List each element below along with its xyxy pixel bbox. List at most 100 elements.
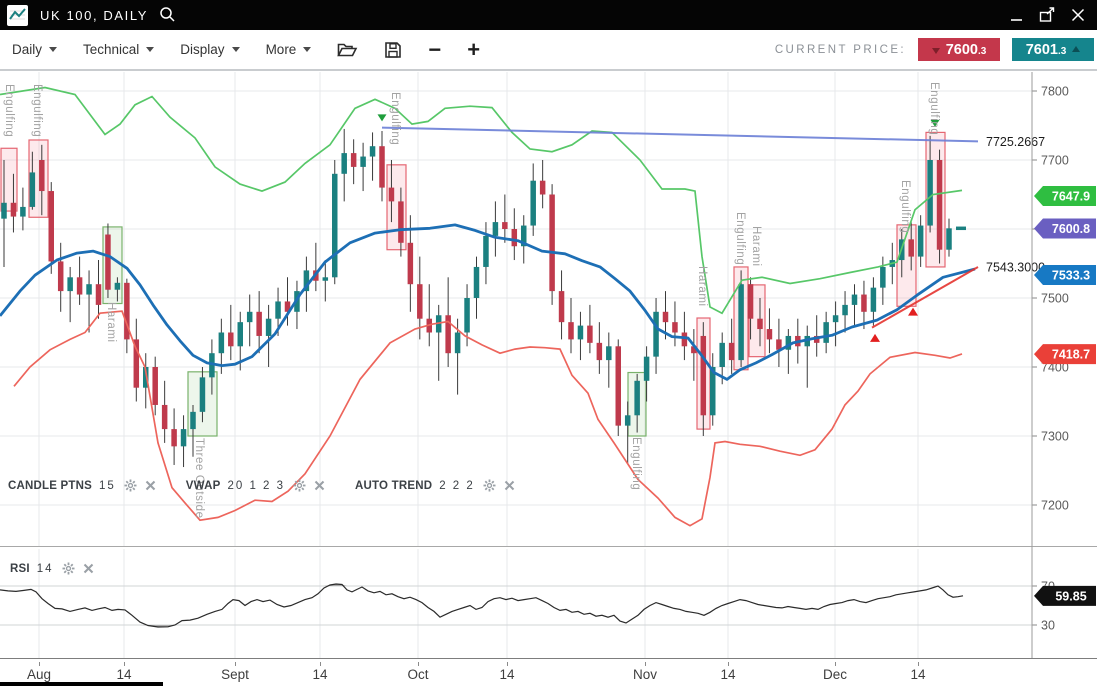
x-axis-label: Nov <box>632 667 657 682</box>
popout-icon[interactable] <box>1036 4 1058 26</box>
x-axis-label: 14 <box>499 667 515 682</box>
last-price-dash <box>956 226 966 231</box>
indicator-vwap: VWAP 20 1 2 3 <box>186 479 325 492</box>
candle-body <box>180 429 187 447</box>
close-icon[interactable] <box>83 563 94 574</box>
price-tag-label: 7600.8 <box>1052 222 1090 236</box>
candle-body <box>95 284 102 305</box>
x-axis-tick <box>835 662 836 666</box>
zoom-out-button[interactable]: − <box>428 36 442 62</box>
menu-technical[interactable]: Technical <box>83 42 155 57</box>
candle-body <box>539 180 546 195</box>
candle-body <box>672 322 678 333</box>
candle-body <box>124 282 130 340</box>
candle-body <box>275 301 281 319</box>
candle-body <box>143 367 149 388</box>
candle-body <box>171 429 177 447</box>
candle-body <box>757 318 763 330</box>
gear-icon[interactable] <box>483 479 496 492</box>
candle-body <box>341 153 347 174</box>
y-axis-label: 7700 <box>1041 154 1069 168</box>
date-axis[interactable]: Aug 14 Sept 14 Oct 14 Nov 14 Dec 14 <box>0 662 1097 686</box>
save-icon[interactable] <box>384 41 402 59</box>
price-tag <box>1034 265 1096 286</box>
candle-body <box>161 404 168 430</box>
candle-body <box>86 284 92 295</box>
candle-body <box>464 298 470 333</box>
candle-body <box>549 194 555 292</box>
x-axis-label: 14 <box>312 667 328 682</box>
x-axis-tick <box>728 662 729 666</box>
candle-body <box>237 322 243 347</box>
upper-band-line <box>0 86 963 315</box>
signal-arrow-down-icon <box>930 119 940 127</box>
chevron-down-icon <box>49 47 58 56</box>
candle-body <box>530 180 536 226</box>
close-icon[interactable] <box>1067 4 1089 26</box>
candle-body <box>861 294 867 312</box>
zoom-in-button[interactable]: + <box>467 36 481 62</box>
price-tag <box>1034 218 1096 239</box>
pattern-box <box>0 147 18 212</box>
menu-timeframe[interactable]: Daily <box>12 42 58 57</box>
arrow-down-icon <box>931 47 940 54</box>
x-axis-tick <box>235 662 236 666</box>
minimize-icon[interactable] <box>1005 4 1027 26</box>
candle-body <box>152 367 158 405</box>
menu-display[interactable]: Display <box>180 42 240 57</box>
candle-body <box>492 222 499 236</box>
price-tag-label: 59.85 <box>1055 589 1086 603</box>
candle-body <box>10 202 17 217</box>
candle-body <box>577 325 584 340</box>
gear-icon[interactable] <box>124 479 137 492</box>
trendline-price-label: 7725.2667 <box>986 135 1045 149</box>
x-axis-tick <box>39 662 40 666</box>
indicator-rsi: RSI 14 <box>10 562 94 575</box>
gear-icon[interactable] <box>293 479 306 492</box>
x-axis-tick <box>645 662 646 666</box>
gear-icon[interactable] <box>62 562 75 575</box>
open-folder-icon[interactable] <box>337 41 358 58</box>
close-icon[interactable] <box>314 480 325 491</box>
candle-body <box>388 187 395 202</box>
candle-body <box>20 206 26 217</box>
candle-body <box>265 318 272 336</box>
indicator-auto-trend: AUTO TREND 2 2 2 <box>355 479 515 492</box>
candle-body <box>246 311 253 323</box>
candle-body <box>710 367 716 416</box>
price-chart[interactable]: 780077007600750074007300720070307725.266… <box>0 70 1097 662</box>
price-tag-label: 7418.7 <box>1052 348 1090 362</box>
candle-body <box>322 277 329 281</box>
candle-body <box>417 284 423 319</box>
close-icon[interactable] <box>145 480 156 491</box>
scrollbar-fragment[interactable] <box>0 682 163 686</box>
menu-more[interactable]: More <box>266 42 312 57</box>
candle-body <box>870 287 877 312</box>
candle-body <box>511 229 518 247</box>
vwap-line <box>0 223 976 381</box>
indicator-row: CANDLE PTNS 15 VWAP 20 1 2 3 AUTO TREND … <box>8 479 515 492</box>
candle-body <box>521 225 527 247</box>
rsi-level-label: 30 <box>1041 619 1055 633</box>
candle-body <box>379 146 385 188</box>
candle-body <box>483 235 489 267</box>
candle-body <box>596 342 603 361</box>
sell-button[interactable]: 7600.3 <box>918 38 1000 61</box>
candle-body <box>199 377 206 412</box>
buy-button[interactable]: 7601.3 <box>1012 38 1094 61</box>
pattern-label: Engulfing <box>31 84 43 137</box>
chevron-down-icon <box>231 47 240 56</box>
search-icon[interactable] <box>158 5 178 25</box>
candle-body <box>502 222 508 229</box>
signal-arrow-down-icon <box>377 114 387 122</box>
candle-body <box>39 160 45 192</box>
candle-body <box>766 329 773 340</box>
close-icon[interactable] <box>504 480 515 491</box>
candle-body <box>76 277 83 295</box>
signal-triangle-up-icon <box>870 333 880 342</box>
candle-body <box>606 346 612 361</box>
candle-body <box>700 335 707 416</box>
candle-body <box>209 353 215 378</box>
candle-body <box>728 342 735 361</box>
price-tag-label: 7647.9 <box>1052 189 1090 203</box>
